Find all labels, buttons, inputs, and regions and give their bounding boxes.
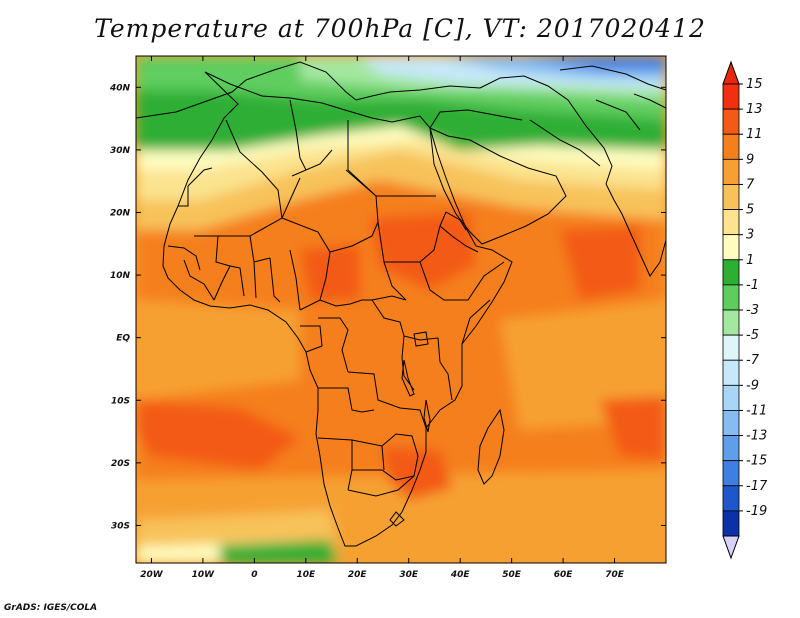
colorbar-label: -15 (746, 454, 767, 469)
field-veryhot-southeast (382, 446, 452, 500)
colorbar-label: 1 (746, 253, 754, 268)
lat-label: EQ (116, 334, 130, 344)
lon-label: 10E (296, 570, 316, 580)
border-southern-africa (317, 387, 419, 527)
europe-coast (136, 61, 523, 129)
field-green-southern-ocean (220, 540, 340, 563)
lon-label: 40E (450, 570, 471, 580)
colorbar-segment (722, 435, 740, 462)
lon-label: 50E (502, 570, 522, 580)
colorbar-bottom-arrow (722, 535, 740, 560)
colorbar-label: -9 (746, 378, 759, 393)
lon-label: 20E (348, 570, 368, 580)
latitude-axis: 40N 30N 20N 10N EQ 10S 20S 30S (109, 83, 666, 531)
lon-label: 20W (140, 570, 164, 580)
field-veryhot-south-atlantic (136, 400, 300, 470)
border-horn (439, 211, 491, 345)
field-cream-southwest (136, 545, 220, 563)
colorbar-label: -17 (746, 479, 768, 494)
lake-malawi (423, 399, 431, 433)
lat-label: 30N (110, 146, 131, 156)
colorbar: 15 13 11 9 7 5 3 1 -1 -3 -5 -7 -9 -11 -13 -15 -17 -19 (722, 60, 768, 560)
lat-label: 40N (109, 83, 131, 93)
colorbar-segment (722, 334, 740, 361)
central-asia (559, 65, 666, 131)
colorbar-segment (722, 234, 740, 261)
lon-label: 30E (399, 570, 419, 580)
colorbar-label: 13 (746, 102, 763, 117)
colorbar-segment (722, 410, 740, 436)
lat-label: 20N (110, 208, 131, 218)
colorbar-segment (722, 108, 740, 135)
credit-label: GrADS: IGES/COLA (4, 603, 98, 613)
colorbar-label: -11 (746, 403, 767, 418)
colorbar-label: -13 (746, 429, 767, 444)
colorbar-segment (722, 83, 740, 110)
field-veryhot-sudan (370, 212, 476, 290)
longitude-axis: 20W 10W 0 10E 20E 30E 40E 50E 60E 70E (140, 56, 625, 580)
colorbar-label: -19 (746, 504, 767, 519)
colorbar-segment (722, 209, 740, 236)
border-west-africa (167, 245, 301, 311)
colorbar-segment (722, 158, 740, 185)
lat-label: 20S (111, 459, 130, 469)
lake-victoria (413, 331, 429, 347)
colorbar-label: -5 (746, 328, 759, 343)
colorbar-segment (722, 359, 740, 386)
colorbar-segment (722, 284, 740, 311)
india (605, 93, 666, 277)
field-veryhot-chad (300, 244, 360, 300)
lon-label: 10W (192, 570, 216, 580)
lon-label: 70E (605, 570, 625, 580)
colorbar-label: -1 (746, 278, 759, 293)
colorbar-segment (722, 510, 740, 537)
colorbar-segment (722, 133, 740, 160)
lon-label: 60E (554, 570, 574, 580)
country-borders (136, 61, 666, 547)
field-veryhot-east (600, 396, 666, 460)
field-colddeep-north (520, 56, 666, 70)
arabian-peninsula (429, 127, 567, 245)
colorbar-label: -3 (746, 303, 759, 318)
field-warm-indian (500, 300, 666, 430)
colorbar-segment (722, 460, 740, 487)
colorbar-segment (722, 259, 740, 286)
colorbar-segment (722, 485, 740, 512)
iran-border (479, 75, 613, 185)
colorbar-segment (722, 184, 740, 210)
lat-label: 30S (111, 521, 130, 531)
colorbar-label: 3 (746, 228, 754, 243)
colorbar-label: 11 (746, 127, 763, 142)
lat-label: 10S (111, 396, 130, 406)
africa-coastline (162, 71, 513, 547)
map-title: Temperature at 700hPa [C], VT: 201702041… (94, 14, 706, 43)
colorbar-label: 5 (746, 203, 754, 218)
colorbar-top-arrow (722, 60, 740, 85)
colorbar-label: 15 (746, 77, 763, 92)
field-warm-atlantic (136, 300, 300, 400)
field-veryhot-arabian-sea (560, 226, 640, 300)
colorbar-segment (722, 384, 740, 411)
lon-label: 0 (251, 570, 257, 580)
plot-frame (135, 55, 667, 564)
colorbar-label: 7 (746, 177, 755, 192)
colorbar-label: 9 (746, 152, 754, 167)
colorbar-segment (722, 309, 740, 336)
madagascar (477, 408, 505, 485)
lake-tanganyika (401, 359, 415, 397)
lat-label: 10N (110, 271, 131, 281)
colorbar-label: -7 (746, 353, 760, 368)
